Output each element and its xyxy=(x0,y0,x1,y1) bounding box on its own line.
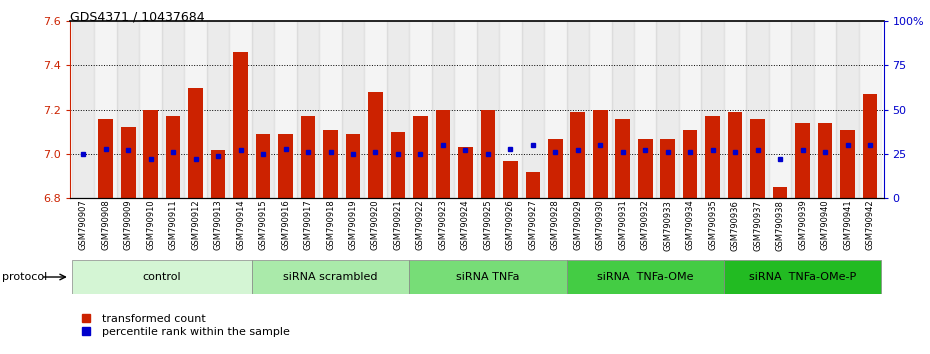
Bar xyxy=(747,21,769,198)
Bar xyxy=(728,112,742,198)
Bar xyxy=(319,21,341,198)
Bar xyxy=(162,21,184,198)
Bar xyxy=(863,94,877,198)
Bar xyxy=(368,92,383,198)
Bar xyxy=(432,21,454,198)
Bar xyxy=(858,21,882,198)
Text: siRNA TNFa: siRNA TNFa xyxy=(456,272,520,282)
Bar xyxy=(391,132,405,198)
Bar xyxy=(566,260,724,294)
Text: siRNA  TNFa-OMe-P: siRNA TNFa-OMe-P xyxy=(749,272,857,282)
Bar xyxy=(143,110,158,198)
Bar xyxy=(544,21,566,198)
Bar xyxy=(72,260,252,294)
Bar xyxy=(117,21,140,198)
Bar xyxy=(252,260,409,294)
Bar xyxy=(634,21,657,198)
Text: siRNA scrambled: siRNA scrambled xyxy=(284,272,378,282)
Bar xyxy=(72,21,95,198)
Bar xyxy=(657,21,679,198)
Bar xyxy=(409,260,566,294)
Bar xyxy=(773,187,788,198)
Bar xyxy=(166,116,180,198)
Bar xyxy=(206,21,230,198)
Text: GDS4371 / 10437684: GDS4371 / 10437684 xyxy=(70,11,205,24)
Bar xyxy=(724,260,882,294)
Legend: transformed count, percentile rank within the sample: transformed count, percentile rank withi… xyxy=(75,314,290,337)
Bar xyxy=(616,119,630,198)
Bar xyxy=(795,123,810,198)
Bar xyxy=(683,130,698,198)
Bar xyxy=(274,21,297,198)
Bar xyxy=(365,21,387,198)
Bar xyxy=(566,21,589,198)
Bar xyxy=(589,21,612,198)
Bar xyxy=(341,21,365,198)
Bar xyxy=(814,21,836,198)
Bar xyxy=(522,21,544,198)
Bar xyxy=(297,21,319,198)
Bar xyxy=(140,21,162,198)
Bar xyxy=(300,116,315,198)
Bar xyxy=(791,21,814,198)
Bar xyxy=(211,150,225,198)
Bar xyxy=(413,116,428,198)
Bar xyxy=(503,161,518,198)
Bar xyxy=(679,21,701,198)
Bar xyxy=(751,119,764,198)
Bar xyxy=(324,130,338,198)
Bar xyxy=(705,116,720,198)
Bar xyxy=(454,21,476,198)
Bar xyxy=(840,130,855,198)
Text: control: control xyxy=(142,272,181,282)
Bar xyxy=(660,138,675,198)
Bar xyxy=(612,21,634,198)
Bar xyxy=(230,21,252,198)
Bar xyxy=(769,21,791,198)
Bar xyxy=(525,172,540,198)
Bar xyxy=(278,134,293,198)
Bar xyxy=(476,21,499,198)
Bar xyxy=(548,138,563,198)
Bar xyxy=(233,52,248,198)
Text: protocol: protocol xyxy=(2,272,47,282)
Text: siRNA  TNFa-OMe: siRNA TNFa-OMe xyxy=(597,272,694,282)
Bar xyxy=(817,123,832,198)
Bar xyxy=(346,134,360,198)
Bar xyxy=(121,127,136,198)
Bar xyxy=(593,110,607,198)
Bar xyxy=(184,21,206,198)
Bar xyxy=(481,110,495,198)
Bar xyxy=(499,21,522,198)
Bar xyxy=(638,138,653,198)
Bar xyxy=(252,21,274,198)
Bar xyxy=(701,21,724,198)
Bar xyxy=(435,110,450,198)
Bar xyxy=(836,21,858,198)
Bar xyxy=(387,21,409,198)
Bar xyxy=(458,147,472,198)
Bar xyxy=(99,119,113,198)
Bar xyxy=(256,134,271,198)
Bar xyxy=(409,21,432,198)
Bar xyxy=(570,112,585,198)
Bar xyxy=(95,21,117,198)
Bar xyxy=(189,88,203,198)
Bar xyxy=(724,21,747,198)
